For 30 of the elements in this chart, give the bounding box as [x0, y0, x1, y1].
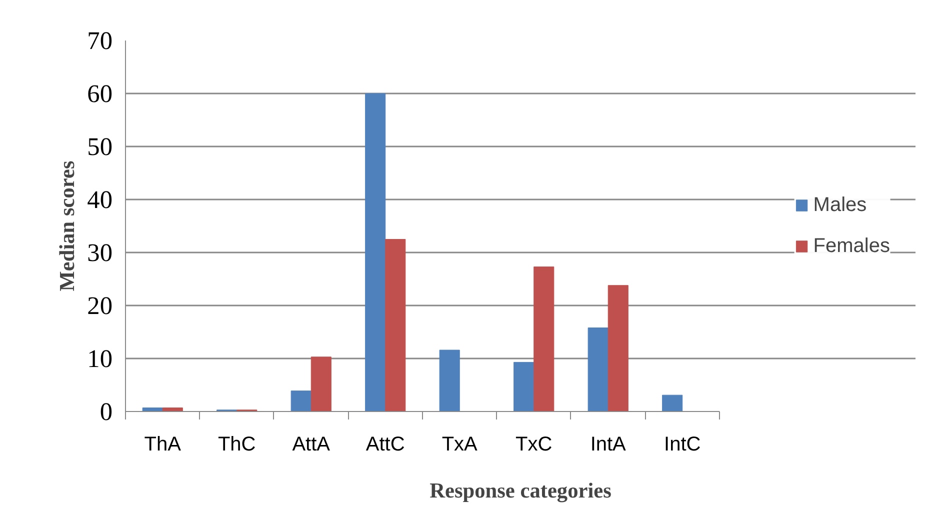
- y-tick-label: 60: [87, 80, 112, 108]
- bar: [514, 362, 534, 412]
- legend-label: Males: [813, 194, 867, 216]
- bar: [439, 350, 460, 412]
- x-axis-title: Response categories: [430, 478, 612, 502]
- x-tick-label: AttC: [366, 434, 405, 456]
- x-tick-label: TxC: [516, 434, 552, 456]
- bar: [662, 394, 683, 412]
- x-tick-label: AttA: [292, 434, 331, 456]
- y-tick-label: 70: [87, 27, 112, 55]
- x-tick-label: ThA: [144, 434, 182, 456]
- bar: [588, 328, 608, 412]
- y-tick-label: 30: [87, 239, 112, 267]
- y-tick-label: 40: [87, 186, 112, 214]
- x-tick-label: TxA: [442, 434, 478, 456]
- y-tick-label: 20: [87, 292, 112, 320]
- y-axis-title: Median scores: [55, 160, 80, 292]
- bar: [534, 266, 554, 412]
- bar: [310, 356, 332, 412]
- x-tick-label: IntC: [664, 434, 701, 456]
- bar: [608, 285, 628, 412]
- x-tick-label: IntA: [590, 434, 627, 456]
- legend-label: Females: [813, 234, 890, 258]
- y-tick-label: 0: [100, 398, 113, 426]
- bar: [290, 390, 312, 412]
- bar: [365, 93, 386, 412]
- y-tick-label: 10: [87, 345, 112, 373]
- bar: [385, 239, 406, 412]
- x-tick-label: ThC: [218, 434, 256, 456]
- y-tick-label: 50: [87, 133, 112, 161]
